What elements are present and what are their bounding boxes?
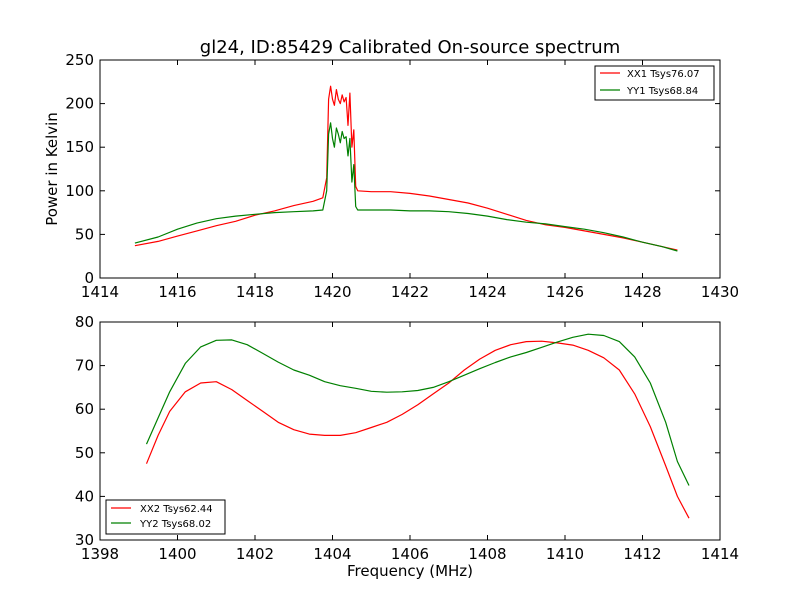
top-legend-label-yy1: YY1 Tsys68.84 [626,86,698,97]
bottom-axis-ticks: 1398 1400 1402 1404 1406 1408 1410 1412 1414 30 40… [75,313,739,563]
bottom-legend: XX2 Tsys62.44 YY2 Tsys68.02 [105,499,226,535]
bottom-y-tick-label: 30 [75,531,94,549]
bottom-y-tick-label: 50 [75,444,94,462]
top-y-tick-label: 100 [65,182,94,200]
top-y-tick-label: 250 [65,51,94,69]
bottom-y-tick-label: 60 [75,400,94,418]
top-y-tick-label: 50 [75,225,94,243]
top-x-tick-label: 1414 [81,283,119,301]
bottom-y-tick-label: 80 [75,313,94,331]
top-x-tick-label: 1430 [701,283,739,301]
bottom-x-tick-label: 1398 [81,545,119,563]
bottom-y-tick-label: 70 [75,357,94,375]
top-legend-label-xx1: XX1 Tsys76.07 [627,69,700,80]
top-y-tick-label: 0 [84,269,94,287]
top-x-tick-label: 1424 [468,283,506,301]
figure-title: gl24, ID:85429 Calibrated On-source spec… [200,37,620,58]
bottom-x-tick-label: 1412 [623,545,661,563]
top-axis-ticks: 1414 1416 1418 1420 1422 1424 1426 1428 1430 0 50 1… [65,51,739,301]
bottom-series-line-1 [145,340,690,519]
top-series-line-1 [134,85,678,251]
bottom-x-tick-label: 1402 [236,545,274,563]
top-x-tick-label: 1428 [623,283,661,301]
top-y-axis-label: Power in Kelvin [43,112,61,226]
bottom-series-line-2 [145,333,690,486]
top-panel: 1414 1416 1418 1420 1422 1424 1426 1428 1430 0 50 1… [43,51,739,301]
bottom-legend-label-xx2: XX2 Tsys62.44 [140,504,213,515]
top-x-tick-label: 1420 [313,283,351,301]
bottom-plot-lines [145,333,690,519]
bottom-x-tick-label: 1410 [546,545,584,563]
top-legend: XX1 Tsys76.07 YY1 Tsys68.84 [594,65,715,101]
bottom-x-tick-label: 1408 [468,545,506,563]
top-y-tick-label: 150 [65,138,94,156]
bottom-legend-label-yy2: YY2 Tsys68.02 [139,519,211,530]
top-x-tick-label: 1418 [236,283,274,301]
top-x-tick-label: 1426 [546,283,584,301]
bottom-panel: 1398 1400 1402 1404 1406 1408 1410 1412 1414 30 40… [75,313,739,580]
top-series-line-2 [134,122,678,252]
bottom-x-tick-label: 1406 [391,545,429,563]
top-y-tick-label: 200 [65,95,94,113]
bottom-x-tick-label: 1400 [158,545,196,563]
bottom-y-tick-label: 40 [75,487,94,505]
top-plot-lines [134,85,678,252]
top-x-tick-label: 1422 [391,283,429,301]
top-legend-box [594,65,715,101]
bottom-legend-box [105,499,226,535]
bottom-x-axis-label: Frequency (MHz) [347,562,473,580]
top-x-tick-label: 1416 [158,283,196,301]
bottom-x-tick-label: 1414 [701,545,739,563]
bottom-x-tick-label: 1404 [313,545,351,563]
